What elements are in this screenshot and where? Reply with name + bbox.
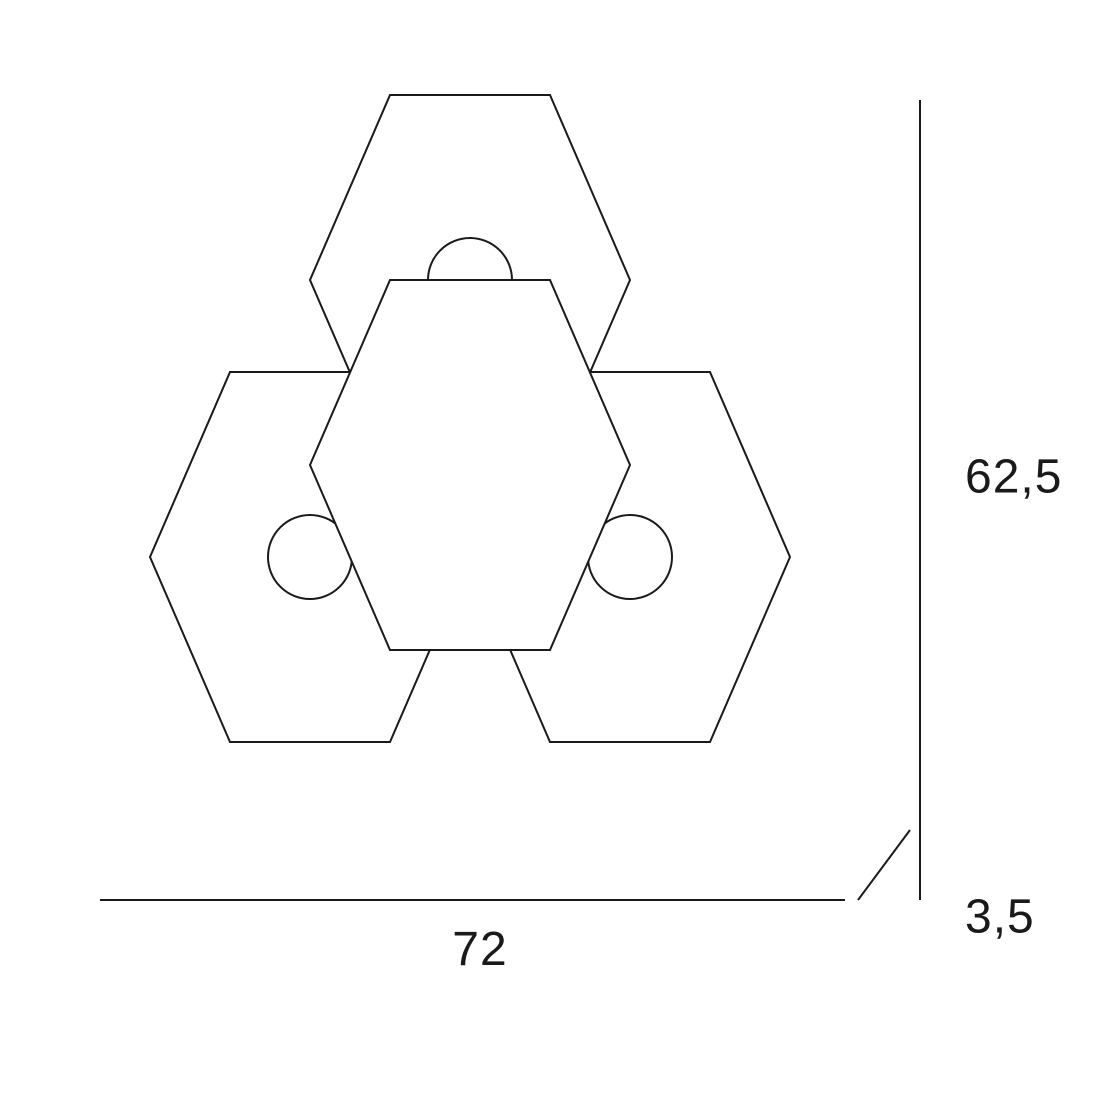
height-dimension-label: 62,5 (965, 451, 1062, 504)
width-dimension-label: 72 (452, 923, 507, 976)
hexagon-cluster (150, 95, 790, 742)
technical-drawing: 72 62,5 3,5 (0, 0, 1100, 1100)
depth-dimension-tick (858, 830, 910, 900)
depth-dimension-label: 3,5 (965, 891, 1035, 944)
